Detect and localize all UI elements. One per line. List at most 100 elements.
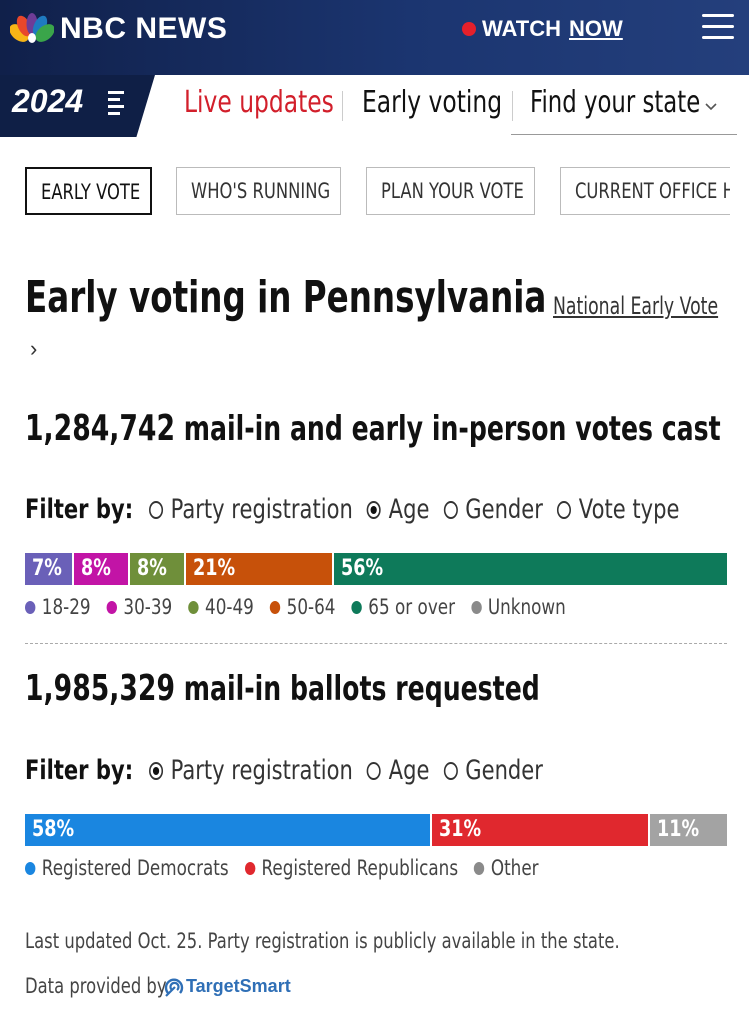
filter-option-label[interactable]: Age xyxy=(388,494,430,525)
legend-dot xyxy=(474,861,485,875)
chevron-right-icon[interactable]: › xyxy=(30,336,38,361)
filter-label: Filter by: xyxy=(25,755,134,786)
bar-segment-other: 11% xyxy=(649,814,727,846)
legend-item: 65 or over xyxy=(351,595,456,619)
ballots-requested-heading: 1,985,329 mail-in ballots requested xyxy=(25,668,540,709)
party-filter-group: Filter by: Party registration Age Gender xyxy=(25,755,552,786)
tab-label: WHO'S RUNNING xyxy=(191,179,331,203)
legend-dot xyxy=(25,600,36,614)
filter-option-label[interactable]: Age xyxy=(388,755,430,786)
chevron-down-icon[interactable] xyxy=(704,102,718,112)
election-nav: 2024 Live updates Early voting Find your… xyxy=(0,75,749,137)
legend-label: 40-49 xyxy=(205,595,254,619)
legend-label: 30-39 xyxy=(123,595,173,619)
provider-name: TargetSmart xyxy=(186,976,291,996)
bar-segment-30-39: 8% xyxy=(74,553,131,585)
bar-segment-50-64: 21% xyxy=(186,553,334,585)
legend-item: Registered Republicans xyxy=(244,856,459,880)
segment-percent: 56% xyxy=(340,556,383,581)
segment-percent: 58% xyxy=(32,817,75,842)
last-updated-note: Last updated Oct. 25. Party registration… xyxy=(25,929,620,953)
watch-label: WATCH xyxy=(482,16,562,41)
radio-vote-type[interactable] xyxy=(556,500,571,519)
ballots-requested-number: 1,985,329 xyxy=(25,668,176,709)
segment-percent: 8% xyxy=(137,556,168,581)
election-2024-badge[interactable]: 2024 xyxy=(0,75,155,137)
radio-age[interactable] xyxy=(366,500,381,519)
legend-dot xyxy=(106,600,118,614)
legend-label: 65 or over xyxy=(368,595,456,619)
votes-cast-label: mail-in and early in-person votes cast xyxy=(183,409,721,449)
segment-percent: 21% xyxy=(193,556,236,581)
find-state-underline xyxy=(511,134,737,135)
segment-percent: 7% xyxy=(32,556,62,581)
targetsmart-logo[interactable]: TargetSmart xyxy=(164,976,291,997)
legend-item: 30-39 xyxy=(106,595,173,619)
tab-label: EARLY VOTE xyxy=(41,180,141,204)
ballots-requested-label: mail-in ballots requested xyxy=(183,669,540,709)
targetsmart-icon xyxy=(164,978,184,997)
hamburger-menu-icon[interactable] xyxy=(702,14,734,42)
radio-gender[interactable] xyxy=(443,500,458,519)
data-provided-label: Data provided by xyxy=(25,974,167,998)
filter-option-label[interactable]: Vote type xyxy=(578,494,680,525)
legend-item: 40-49 xyxy=(188,595,254,619)
nav-live-updates[interactable]: Live updates xyxy=(184,85,334,120)
legend-dot xyxy=(471,600,482,614)
filter-option-label[interactable]: Gender xyxy=(465,755,543,786)
nav-divider xyxy=(512,91,513,121)
brand-name: NBC NEWS xyxy=(60,12,228,45)
legend-item: 18-29 xyxy=(25,595,91,619)
legend-label: 18-29 xyxy=(41,595,91,619)
segment-percent: 31% xyxy=(439,817,482,842)
legend-label: Unknown xyxy=(487,595,566,619)
filter-option-label[interactable]: Party registration xyxy=(170,494,353,525)
legend-label: 50-64 xyxy=(286,595,336,619)
legend-item: Unknown xyxy=(471,595,566,619)
radio-party-registration[interactable] xyxy=(148,761,163,780)
segment-percent: 11% xyxy=(656,817,699,842)
radio-party-registration[interactable] xyxy=(148,500,163,519)
bar-segment-65-or-over: 56% xyxy=(333,553,727,585)
bar-segment-republicans: 31% xyxy=(432,814,650,846)
legend-label: Registered Republicans xyxy=(261,856,459,880)
legend-item: 50-64 xyxy=(269,595,336,619)
peacock-icon xyxy=(10,13,54,43)
now-label: NOW xyxy=(569,16,623,41)
nbc-news-logo[interactable]: NBC NEWS xyxy=(10,12,227,46)
legend-label: Registered Democrats xyxy=(41,856,229,880)
watch-now-link[interactable]: WATCH NOW xyxy=(462,16,623,42)
age-filter-group: Filter by: Party registration Age Gender… xyxy=(25,494,689,525)
filter-option-label[interactable]: Party registration xyxy=(170,755,353,786)
tab-whos-running[interactable]: WHO'S RUNNING xyxy=(176,167,341,215)
radio-gender[interactable] xyxy=(443,761,458,780)
legend-dot xyxy=(351,600,362,614)
filter-option-label[interactable]: Gender xyxy=(465,494,543,525)
stripes-icon xyxy=(108,91,124,115)
segment-percent: 8% xyxy=(81,556,112,581)
legend-dot xyxy=(188,600,199,614)
party-legend: Registered Democrats Registered Republic… xyxy=(25,856,555,880)
age-legend: 18-29 30-39 40-49 50-64 65 or over Unkno… xyxy=(25,595,582,619)
top-header: NBC NEWS WATCH NOW xyxy=(0,0,749,75)
tab-early-vote[interactable]: EARLY VOTE xyxy=(25,167,152,215)
badge-label: 2024 xyxy=(12,83,84,119)
nav-early-voting[interactable]: Early voting xyxy=(362,85,503,120)
bar-segment-40-49: 8% xyxy=(130,553,187,585)
legend-item: Registered Democrats xyxy=(25,856,229,880)
tab-current-office[interactable]: CURRENT OFFICE H xyxy=(560,167,730,215)
bar-segment-18-29: 7% xyxy=(25,553,75,585)
radio-age[interactable] xyxy=(366,761,381,780)
legend-dot xyxy=(25,861,36,875)
nav-divider xyxy=(342,91,343,121)
age-breakdown-bar: 7% 8% 8% 21% 56% xyxy=(25,553,727,585)
live-dot-icon xyxy=(462,22,476,36)
tab-label: PLAN YOUR VOTE xyxy=(381,179,524,203)
party-breakdown-bar: 58% 31% 11% xyxy=(25,814,727,846)
section-divider xyxy=(25,643,727,644)
legend-label: Other xyxy=(490,856,539,880)
national-early-vote-link[interactable]: National Early Vote xyxy=(553,292,719,320)
tab-plan-your-vote[interactable]: PLAN YOUR VOTE xyxy=(366,167,535,215)
nav-find-your-state[interactable]: Find your state xyxy=(530,85,701,120)
tab-label: CURRENT OFFICE H xyxy=(575,179,730,203)
